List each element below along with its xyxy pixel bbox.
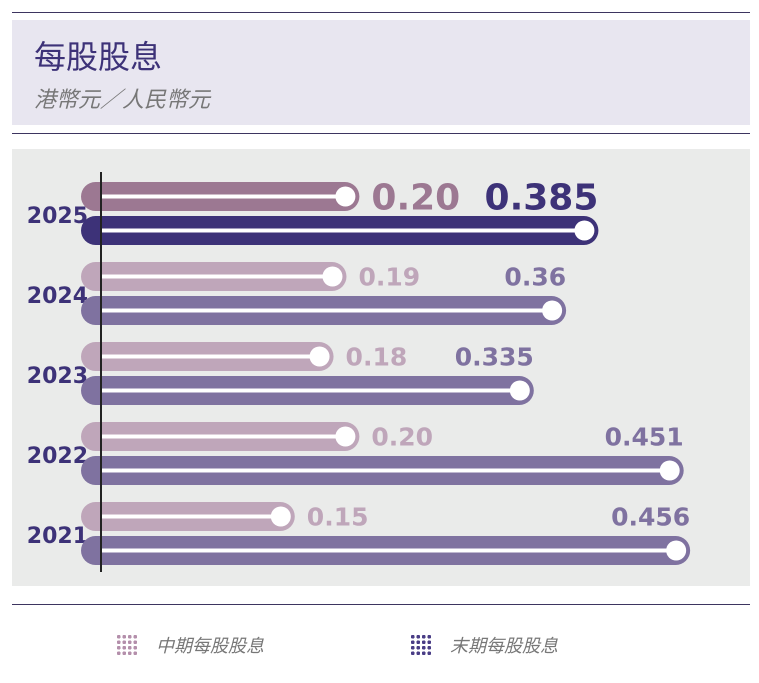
bar-center-line [101,274,333,279]
bar-end-dot [335,186,356,207]
legend-interim-label: 中期每股股息 [156,636,264,657]
final-value-label: 0.451 [605,423,684,452]
interim-value-label: 0.15 [307,503,369,532]
legend-interim: 中期每股股息 [116,632,264,658]
bar-center-line [101,194,346,199]
legend-final-label: 末期每股股息 [450,636,558,657]
bottom-rule [12,604,750,605]
final-value-label: 0.456 [611,503,690,532]
top-rule [12,12,750,13]
interim-swatch-icon [116,634,138,656]
bar-end-dot [509,380,530,401]
year-label: 2021 [27,524,88,549]
bar-end-dot [309,346,330,367]
bar-end-dot [542,300,563,321]
bar-end-dot [574,220,595,241]
page-title: 每股股息 [34,38,163,76]
bar-center-line [101,388,520,393]
legend-final: 末期每股股息 [410,632,558,658]
year-label: 2025 [27,204,88,229]
header: 每股股息 港幣元／人民幣元 [12,20,750,125]
final-swatch-icon [410,634,432,656]
interim-value-label: 0.20 [371,423,433,452]
bar-end-dot [335,426,356,447]
year-label: 2024 [27,284,88,309]
interim-value-label: 0.19 [358,263,420,292]
bar-end-dot [666,540,687,561]
bar-end-dot [322,266,343,287]
final-value-label: 0.335 [455,343,534,372]
final-value-label: 0.385 [485,178,599,219]
bar-center-line [101,548,677,553]
interim-value-label: 0.18 [346,343,408,372]
year-label: 2022 [27,444,88,469]
header-rule [12,133,750,134]
bar-end-dot [659,460,680,481]
bar-center-line [101,434,346,439]
interim-value-label: 0.20 [371,178,460,219]
y-axis-line [100,172,102,572]
bar-end-dot [270,506,291,527]
bar-center-line [101,228,585,233]
final-value-label: 0.36 [504,263,566,292]
bar-center-line [101,468,670,473]
bar-center-line [101,308,553,313]
page-subtitle: 港幣元／人民幣元 [34,88,211,113]
year-label: 2023 [27,364,88,389]
bar-center-line [101,514,281,519]
bar-center-line [101,354,320,359]
